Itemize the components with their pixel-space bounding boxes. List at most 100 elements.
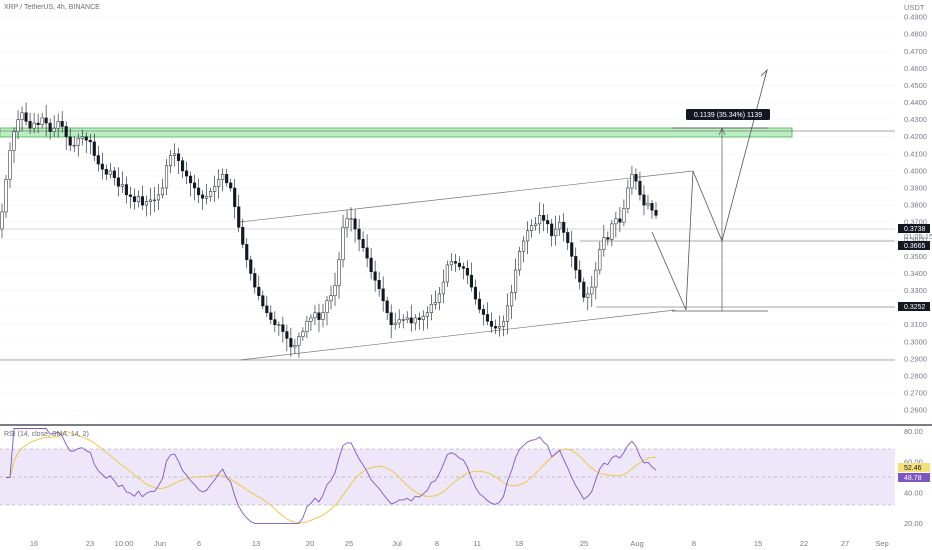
- candle[interactable]: [518, 246, 522, 276]
- candle[interactable]: [193, 174, 197, 201]
- candle[interactable]: [369, 247, 373, 280]
- candle[interactable]: [365, 234, 369, 268]
- resistance-zone[interactable]: [0, 127, 793, 138]
- candle[interactable]: [349, 207, 353, 232]
- candle[interactable]: [510, 284, 514, 320]
- candle[interactable]: [598, 241, 602, 275]
- channel-lower-trendline[interactable]: [239, 309, 676, 361]
- candle[interactable]: [421, 310, 425, 331]
- candle[interactable]: [124, 176, 128, 204]
- candle[interactable]: [156, 183, 161, 210]
- candle[interactable]: [277, 321, 281, 336]
- candle[interactable]: [425, 306, 429, 329]
- candle[interactable]: [52, 114, 56, 137]
- candle[interactable]: [449, 253, 453, 271]
- candle[interactable]: [638, 171, 642, 201]
- candle[interactable]: [373, 260, 377, 292]
- candle[interactable]: [377, 271, 381, 297]
- candle[interactable]: [293, 339, 297, 355]
- candle[interactable]: [654, 202, 658, 219]
- candle[interactable]: [409, 304, 413, 332]
- channel-upper-trendline[interactable]: [239, 170, 694, 223]
- candle[interactable]: [610, 219, 614, 247]
- candle[interactable]: [305, 315, 309, 339]
- candle[interactable]: [606, 231, 610, 246]
- candle[interactable]: [558, 215, 562, 236]
- candle[interactable]: [321, 303, 325, 328]
- candle[interactable]: [646, 194, 650, 210]
- candle[interactable]: [148, 187, 153, 216]
- candle[interactable]: [582, 277, 586, 303]
- candle[interactable]: [189, 171, 193, 197]
- candle[interactable]: [570, 230, 574, 268]
- candle[interactable]: [473, 279, 477, 305]
- candle[interactable]: [0, 203, 4, 239]
- candle[interactable]: [253, 267, 257, 294]
- candle[interactable]: [493, 319, 498, 334]
- candle[interactable]: [461, 262, 465, 280]
- candle[interactable]: [172, 143, 177, 167]
- candle[interactable]: [554, 215, 558, 246]
- candle[interactable]: [341, 214, 345, 268]
- candle[interactable]: [229, 178, 233, 192]
- candle[interactable]: [269, 305, 273, 325]
- candle[interactable]: [618, 206, 622, 232]
- time-axis[interactable]: 16 23 10:00 Jun 6 13 20 25 Jul 8 11 18 25 Aug 8 15 22 27 S…: [30, 539, 889, 548]
- candle[interactable]: [630, 165, 634, 195]
- candle[interactable]: [469, 262, 473, 292]
- candle[interactable]: [381, 276, 385, 312]
- candle[interactable]: [534, 217, 538, 231]
- candle[interactable]: [112, 167, 116, 186]
- candle[interactable]: [76, 133, 80, 157]
- candle[interactable]: [401, 314, 405, 329]
- candle[interactable]: [185, 161, 189, 184]
- candle[interactable]: [4, 174, 8, 218]
- candle[interactable]: [614, 211, 618, 238]
- candle[interactable]: [361, 231, 365, 253]
- candle[interactable]: [20, 106, 24, 132]
- candle[interactable]: [261, 290, 265, 310]
- candle[interactable]: [385, 296, 389, 320]
- candle[interactable]: [626, 179, 630, 214]
- candle[interactable]: [12, 127, 16, 163]
- candle[interactable]: [289, 327, 293, 357]
- candle[interactable]: [128, 186, 132, 209]
- candle[interactable]: [457, 256, 461, 271]
- candle[interactable]: [357, 219, 361, 252]
- candle[interactable]: [345, 210, 349, 238]
- candle[interactable]: [453, 253, 457, 272]
- candle[interactable]: [433, 290, 437, 310]
- candle[interactable]: [297, 332, 301, 358]
- candle[interactable]: [168, 149, 173, 174]
- candle[interactable]: [225, 169, 229, 187]
- candle[interactable]: [68, 128, 72, 152]
- candle[interactable]: [562, 213, 566, 242]
- candle[interactable]: [237, 194, 241, 233]
- projection-path[interactable]: [651, 69, 768, 311]
- candle[interactable]: [209, 187, 213, 202]
- candle[interactable]: [325, 296, 329, 326]
- candle[interactable]: [72, 136, 76, 153]
- candle[interactable]: [522, 236, 526, 263]
- price-axis[interactable]: [895, 0, 932, 550]
- candle[interactable]: [285, 324, 289, 352]
- candle[interactable]: [60, 111, 64, 133]
- candle[interactable]: [16, 110, 20, 140]
- candle[interactable]: [530, 219, 534, 238]
- candle[interactable]: [233, 179, 237, 219]
- candle[interactable]: [485, 302, 490, 326]
- candle[interactable]: [176, 147, 181, 174]
- candle[interactable]: [337, 251, 341, 299]
- candle[interactable]: [538, 202, 542, 234]
- candle[interactable]: [48, 118, 52, 140]
- candle[interactable]: [333, 272, 337, 307]
- candle[interactable]: [108, 162, 112, 179]
- candle[interactable]: [634, 168, 638, 190]
- candle[interactable]: [501, 315, 506, 337]
- candle[interactable]: [28, 112, 32, 135]
- candle[interactable]: [590, 275, 594, 307]
- candle[interactable]: [80, 129, 84, 146]
- candle[interactable]: [120, 171, 124, 194]
- candle[interactable]: [116, 167, 120, 197]
- candle[interactable]: [441, 269, 445, 304]
